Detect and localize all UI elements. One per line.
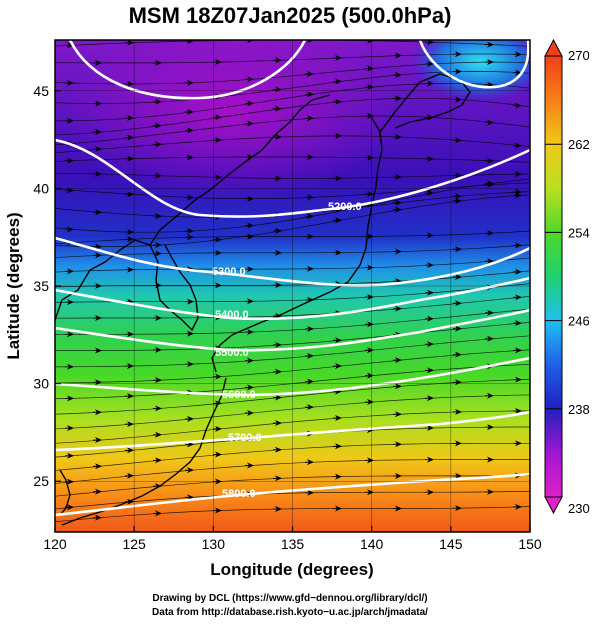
contour-ring-ne [418,40,530,89]
cold-core-shading [60,40,400,200]
height-contours [55,40,530,517]
coastline-japan [211,73,471,373]
colorbar-tick-label: 254 [568,225,590,240]
x-axis-ticks: 120 125 130 135 140 145 150 [43,40,542,552]
contour-line-0 [55,138,530,218]
y-tick-label: 30 [33,376,49,392]
contour-label-3: 5500.0 [215,347,249,359]
contour-label-1: 5300.0 [212,266,246,278]
coastline-islands [61,377,227,526]
contour-label-4: 5600.0 [222,389,256,401]
contour-label-2: 5400.0 [215,309,249,321]
x-tick-label: 130 [202,536,226,552]
credit-data: Data from http://database.rish.kyoto−u.a… [152,607,428,618]
colorbar-tick-label: 270 [568,48,590,63]
map-plot-area: 5200.0 5300.0 5400.0 5500.0 5600.0 5700.… [55,40,530,532]
x-tick-label: 125 [122,536,146,552]
coastline-korea-china [55,94,331,332]
y-tick-label: 40 [33,180,49,196]
y-tick-label: 45 [33,83,49,99]
contour-line-6 [55,472,530,517]
x-tick-label: 120 [43,536,67,552]
colorbar-max-extension [544,38,563,57]
contour-label-0: 5200.0 [328,201,362,213]
contour-line-4 [55,356,530,397]
coastline-taiwan [59,469,71,516]
chart-title: MSM 18Z07Jan2025 (500.0hPa) [129,3,452,28]
colorbar-min-extension [544,496,563,515]
x-tick-label: 140 [360,536,384,552]
y-tick-label: 25 [33,473,49,489]
contour-label-5: 5700.0 [228,432,262,444]
x-tick-label: 145 [439,536,463,552]
x-axis-title: Longitude (degrees) [210,560,373,579]
y-axis-ticks: 25 30 35 40 45 [33,83,530,489]
coastlines [55,73,471,526]
contour-ring-nw [68,40,307,100]
contour-line-5 [55,410,530,452]
x-tick-label: 150 [518,536,542,552]
x-tick-label: 135 [281,536,305,552]
colorbar-tick-label: 246 [568,314,590,329]
contour-line-1 [55,236,530,287]
y-tick-label: 35 [33,278,49,294]
colorbar-tick-label: 238 [568,402,590,417]
colorbar-ticks: 230 238 246 254 262 270 [545,48,590,516]
credit-drawing: Drawing by DCL (https://www.gfd−dennou.o… [152,593,427,604]
colorbar-tick-label: 262 [568,137,590,152]
colorbar-tick-label: 230 [568,501,590,516]
y-axis-title: Latitude (degrees) [4,212,23,359]
colorbar-scale [544,55,563,498]
contour-label-6: 5800.0 [222,488,256,500]
colorbar: 230 238 246 254 262 270 [544,38,590,516]
